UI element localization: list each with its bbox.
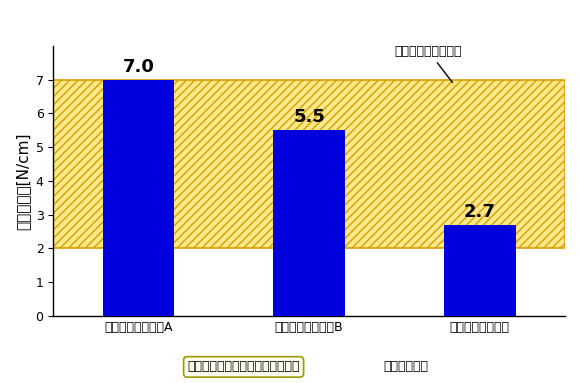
Text: 当社想定の実用範囲: 当社想定の実用範囲 bbox=[395, 45, 462, 82]
Text: （当社調べ）: （当社調べ） bbox=[383, 360, 429, 373]
Text: 2.7: 2.7 bbox=[464, 203, 496, 221]
Bar bbox=[444, 225, 516, 316]
Text: 7.0: 7.0 bbox=[122, 57, 154, 75]
Y-axis label: 剥離強度　[N/cm]: 剥離強度 [N/cm] bbox=[15, 132, 30, 229]
Bar bbox=[53, 80, 565, 248]
Bar bbox=[273, 130, 345, 316]
Text: 従来のチタン材と同等の密着特性: 従来のチタン材と同等の密着特性 bbox=[187, 360, 300, 373]
Bar bbox=[103, 80, 175, 316]
Text: 5.5: 5.5 bbox=[293, 108, 325, 126]
